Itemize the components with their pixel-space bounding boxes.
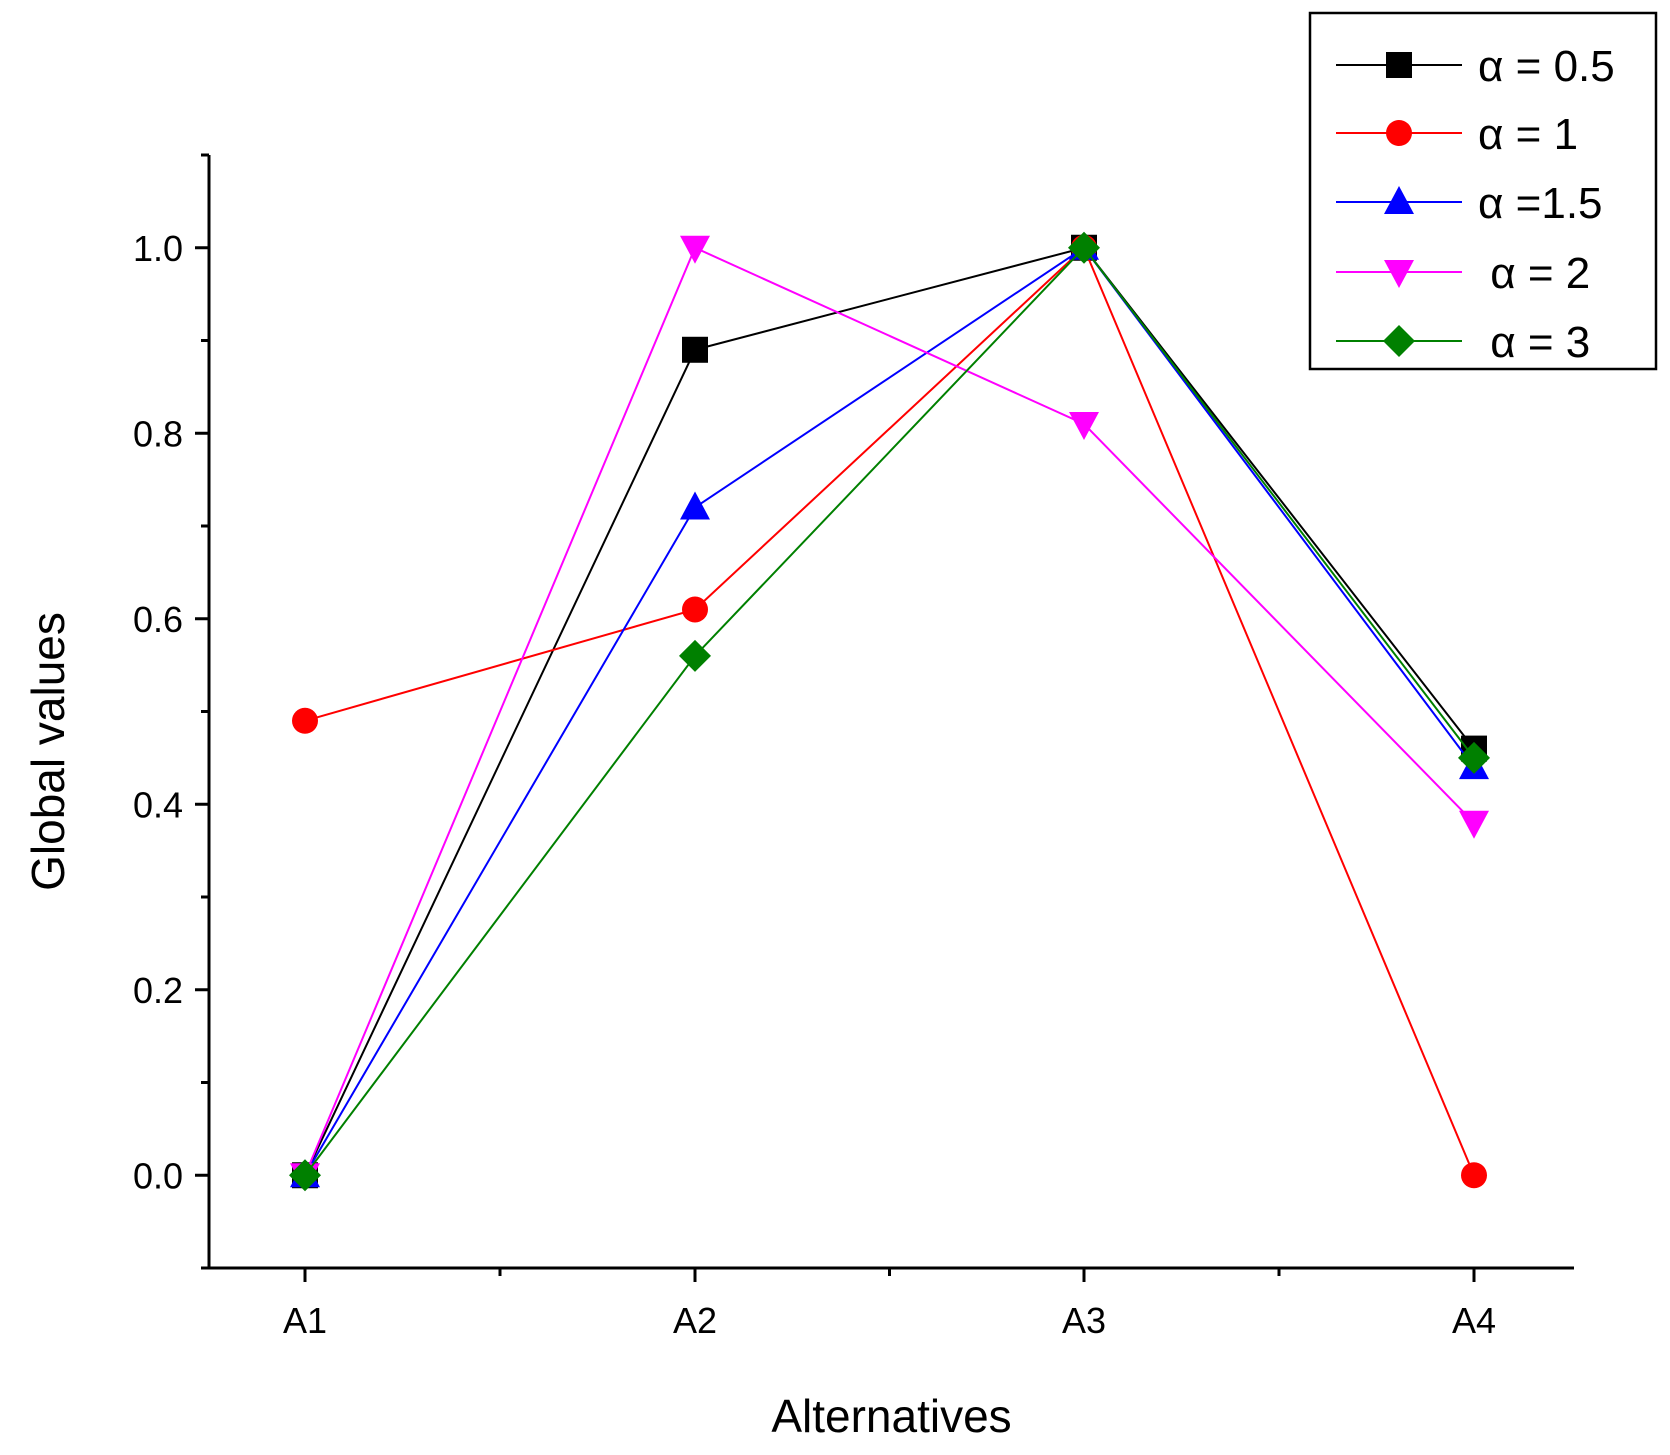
data-point <box>289 1159 321 1192</box>
data-point <box>682 596 708 623</box>
legend-marker <box>1386 120 1412 146</box>
legend: α = 0.5 α = 1 α =1.5 α = 2 α = 3 <box>1308 11 1658 371</box>
x-tick-label: A3 <box>1062 1300 1106 1341</box>
series-line <box>304 246 1475 1176</box>
legend-label: α = 0.5 <box>1478 42 1615 91</box>
data-point <box>1458 741 1490 774</box>
y-tick-label: 0.2 <box>133 970 183 1011</box>
legend-marker <box>1383 325 1415 357</box>
series-line <box>304 246 1475 1176</box>
data-point <box>1461 1162 1487 1189</box>
y-tick-label: 0.8 <box>133 413 183 454</box>
y-tick-label: 0.4 <box>133 784 183 825</box>
legend-label: α =1.5 <box>1478 179 1603 228</box>
x-tick-label: A4 <box>1452 1300 1496 1341</box>
series-5 <box>289 231 1490 1192</box>
legend-marker <box>1386 52 1412 78</box>
y-tick-label: 1.0 <box>133 228 183 269</box>
legend-item: α =1.5 <box>1336 179 1603 228</box>
legend-item: α = 1 <box>1336 110 1578 159</box>
y-tick-label: 0.6 <box>133 599 183 640</box>
data-point <box>680 491 710 520</box>
series-line <box>304 246 1475 1176</box>
y-axis-title: Global values <box>22 612 74 891</box>
x-tick-label: A1 <box>283 1300 327 1341</box>
data-point <box>1069 411 1099 440</box>
legend-label: α = 2 <box>1478 249 1590 298</box>
data-point <box>292 707 318 734</box>
data-point <box>1459 810 1489 839</box>
x-axis-title: Alternatives <box>771 1390 1011 1442</box>
legend-label: α = 3 <box>1478 318 1590 367</box>
data-point <box>679 639 711 672</box>
axes: 0.0 0.2 0.4 0.6 0.8 1.0 A1 A2 A3 A4 <box>133 153 1574 1341</box>
series-line <box>304 246 1475 1176</box>
series-layer <box>289 231 1490 1192</box>
data-point <box>1068 231 1100 264</box>
legend-item: α = 2 <box>1336 249 1590 298</box>
data-point <box>682 336 708 363</box>
x-tick-label: A2 <box>673 1300 717 1341</box>
legend-item: α = 0.5 <box>1336 42 1615 91</box>
legend-marker <box>1384 186 1414 214</box>
legend-marker <box>1384 260 1414 288</box>
legend-box <box>1308 11 1658 371</box>
y-tick-label: 0.0 <box>133 1155 183 1196</box>
legend-item: α = 3 <box>1336 318 1590 367</box>
data-point <box>680 235 710 264</box>
series-line <box>304 246 1475 1176</box>
legend-label: α = 1 <box>1478 110 1578 159</box>
